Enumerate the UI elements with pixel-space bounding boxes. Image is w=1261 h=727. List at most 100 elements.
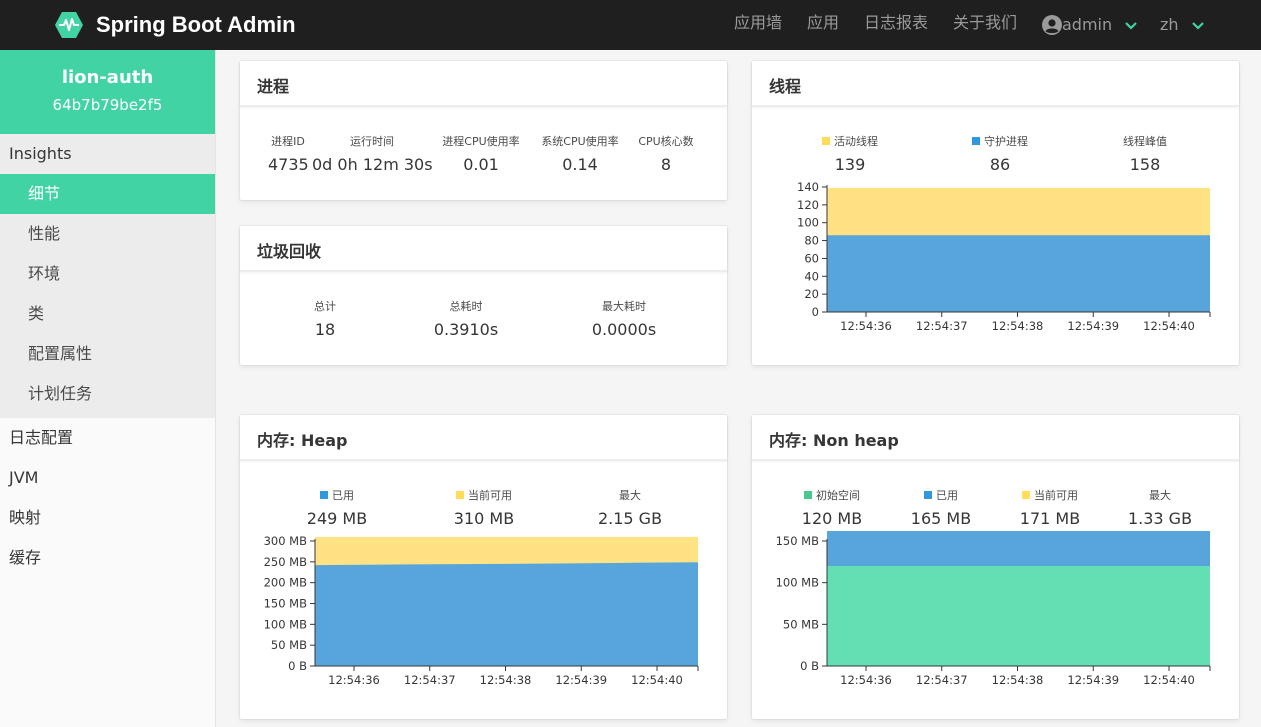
stat-system-cpu: 系统CPU使用率 0.14: [535, 133, 625, 174]
y-tick-label: 150 MB: [264, 597, 308, 611]
x-tick-label: 12:54:36: [840, 319, 892, 333]
card-title: 进程: [257, 77, 290, 96]
heap-card: 内存: Heap 已用 249 MB 当前可用 310 MB 最大 2.15 G…: [240, 415, 727, 719]
card-title: 内存: Non heap: [769, 431, 899, 450]
legend-label: 当前可用: [468, 489, 512, 502]
stat-label: 初始空间: [782, 487, 882, 503]
chevron-down-icon: [1125, 22, 1137, 30]
brand-title: Spring Boot Admin: [96, 12, 296, 37]
nonheap-area-chart: 0 B 50 MB 100 MB 150 MB 12:54:36 12:54:37 12:5…: [776, 531, 1211, 687]
instance-header: lion-auth 64b7b79be2f5: [0, 50, 215, 134]
stat-value: 0.01: [463, 155, 499, 174]
legend-label: 已用: [332, 489, 354, 502]
stat-label: 总耗时: [449, 300, 483, 313]
card-title: 内存: Heap: [257, 431, 348, 450]
area-series-1: [315, 562, 698, 666]
sidebar-item-jvm[interactable]: JVM: [9, 468, 39, 487]
stat-value: 8: [660, 155, 672, 174]
sidebar-item-insights[interactable]: Insights: [9, 144, 72, 163]
y-tick-label: 0: [812, 305, 819, 319]
x-tick-label: 12:54:37: [916, 673, 968, 687]
stat-pid: 进程ID 4735: [268, 133, 309, 174]
nav-about[interactable]: 关于我们: [953, 13, 1018, 32]
heap-area-chart: 0 B 50 MB 100 MB 150 MB 200 MB 250 MB 300 MB 12…: [264, 534, 699, 687]
y-tick-label: 50 MB: [271, 638, 307, 652]
y-tick-label: 80: [804, 234, 819, 248]
stat-heap-committed: 当前可用 310 MB: [434, 487, 534, 528]
legend-label: 守护进程: [984, 135, 1028, 148]
card-header: 垃圾回收: [240, 226, 727, 272]
sidebar-item-caches[interactable]: 缓存: [9, 548, 42, 567]
stat-value: 0.0000s: [591, 320, 657, 339]
nav-applications[interactable]: 应用: [807, 13, 840, 32]
stat-nonheap-committed: 当前可用 171 MB: [1000, 487, 1100, 528]
instance-id: 64b7b79be2f5: [52, 96, 163, 114]
y-tick-label: 120: [797, 198, 819, 212]
stat-label: 已用: [891, 487, 991, 503]
language-menu[interactable]: zh: [1160, 0, 1205, 50]
process-card: 进程 进程ID 4735 运行时间 0d 0h 12m 30s 进程CPU使用率…: [240, 61, 727, 200]
x-tick-label: 12:54:37: [916, 319, 968, 333]
stat-value: 0.3910s: [433, 320, 499, 339]
y-tick-label: 250 MB: [264, 555, 308, 569]
stat-uptime: 运行时间 0d 0h 12m 30s: [312, 133, 433, 174]
legend-swatch: [972, 137, 980, 145]
nav-journal[interactable]: 日志报表: [864, 13, 929, 32]
x-tick-label: 12:54:38: [480, 673, 532, 687]
threads-area-chart: 0 20 40 60 80 100 120 140 12:54:36 12:54:37 12:54:…: [797, 180, 1211, 333]
sidebar-item-configprops[interactable]: 配置属性: [28, 344, 93, 363]
sidebar-item-details[interactable]: 细节: [0, 174, 215, 214]
y-tick-label: 100 MB: [264, 617, 308, 631]
sidebar-item-environment[interactable]: 环境: [28, 264, 61, 283]
stat-label: 运行时间: [350, 135, 394, 148]
y-tick-label: 60: [804, 251, 819, 265]
y-tick-label: 50 MB: [783, 617, 819, 631]
stat-nonheap-used: 已用 165 MB: [891, 487, 991, 528]
instance-name: lion-auth: [61, 67, 154, 88]
stat-value: 165 MB: [910, 509, 972, 528]
stat-label: 进程CPU使用率: [442, 135, 520, 148]
sidebar-item-mappings[interactable]: 映射: [9, 508, 42, 527]
card-header: 内存: Non heap: [752, 415, 1239, 461]
user-menu[interactable]: admin: [1042, 0, 1138, 50]
x-tick-label: 12:54:36: [328, 673, 380, 687]
stat-daemon-threads: 守护进程 86: [950, 133, 1050, 174]
x-tick-label: 12:54:39: [1067, 319, 1119, 333]
y-tick-label: 200 MB: [264, 576, 308, 590]
stat-heap-max: 最大 2.15 GB: [580, 487, 680, 528]
stat-nonheap-init: 初始空间 120 MB: [782, 487, 882, 528]
legend-swatch: [804, 491, 812, 499]
top-navbar: Spring Boot Admin 应用墙 应用 日志报表 关于我们 admin…: [0, 0, 1261, 50]
y-tick-label: 150 MB: [776, 534, 820, 548]
sidebar-item-beans[interactable]: 类: [28, 304, 45, 323]
card-header: 进程: [240, 61, 727, 107]
sidebar-item-metrics[interactable]: 性能: [28, 224, 61, 243]
x-tick-label: 12:54:40: [1143, 319, 1195, 333]
stat-label: 当前可用: [434, 487, 534, 503]
x-tick-label: 12:54:39: [1067, 673, 1119, 687]
language-label: zh: [1160, 15, 1179, 34]
y-tick-label: 100: [797, 216, 819, 230]
y-tick-label: 20: [804, 287, 819, 301]
insights-group: Insights 细节 性能 环境 类 配置属性 计划任务: [0, 134, 215, 418]
sidebar-item-loggers[interactable]: 日志配置: [9, 428, 74, 447]
x-tick-label: 12:54:38: [992, 319, 1044, 333]
area-series-1: [827, 235, 1210, 312]
stat-label: 系统CPU使用率: [541, 135, 619, 148]
stat-label: 最大: [619, 489, 641, 502]
stat-value: 171 MB: [1019, 509, 1081, 528]
stat-value: 249 MB: [306, 509, 368, 528]
nav-wallboard[interactable]: 应用墙: [734, 13, 783, 32]
legend-label: 当前可用: [1034, 489, 1078, 502]
stat-label: 活动线程: [800, 133, 900, 149]
stat-live-threads: 活动线程 139: [800, 133, 900, 174]
stat-value: 0.14: [562, 155, 598, 174]
user-avatar-icon: [1042, 15, 1062, 35]
stat-value: 2.15 GB: [597, 509, 663, 528]
legend-swatch: [320, 491, 328, 499]
stat-heap-used: 已用 249 MB: [287, 487, 387, 528]
brand[interactable]: Spring Boot Admin: [54, 0, 296, 50]
y-tick-label: 100 MB: [776, 576, 820, 590]
threads-card: 线程 活动线程 139 守护进程 86 线程峰值 158 0 20 40 60 80 10…: [752, 61, 1239, 365]
sidebar-item-scheduledtasks[interactable]: 计划任务: [28, 384, 93, 403]
